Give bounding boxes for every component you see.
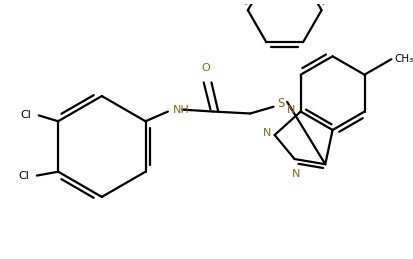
Text: NH: NH bbox=[172, 105, 189, 115]
Text: O: O bbox=[201, 63, 209, 73]
Text: Cl: Cl bbox=[18, 171, 29, 181]
Text: CH₃: CH₃ bbox=[393, 54, 413, 64]
Text: S: S bbox=[277, 97, 284, 110]
Text: N: N bbox=[262, 128, 270, 138]
Text: N: N bbox=[292, 169, 300, 179]
Text: N: N bbox=[286, 105, 294, 115]
Text: Cl: Cl bbox=[20, 110, 31, 120]
